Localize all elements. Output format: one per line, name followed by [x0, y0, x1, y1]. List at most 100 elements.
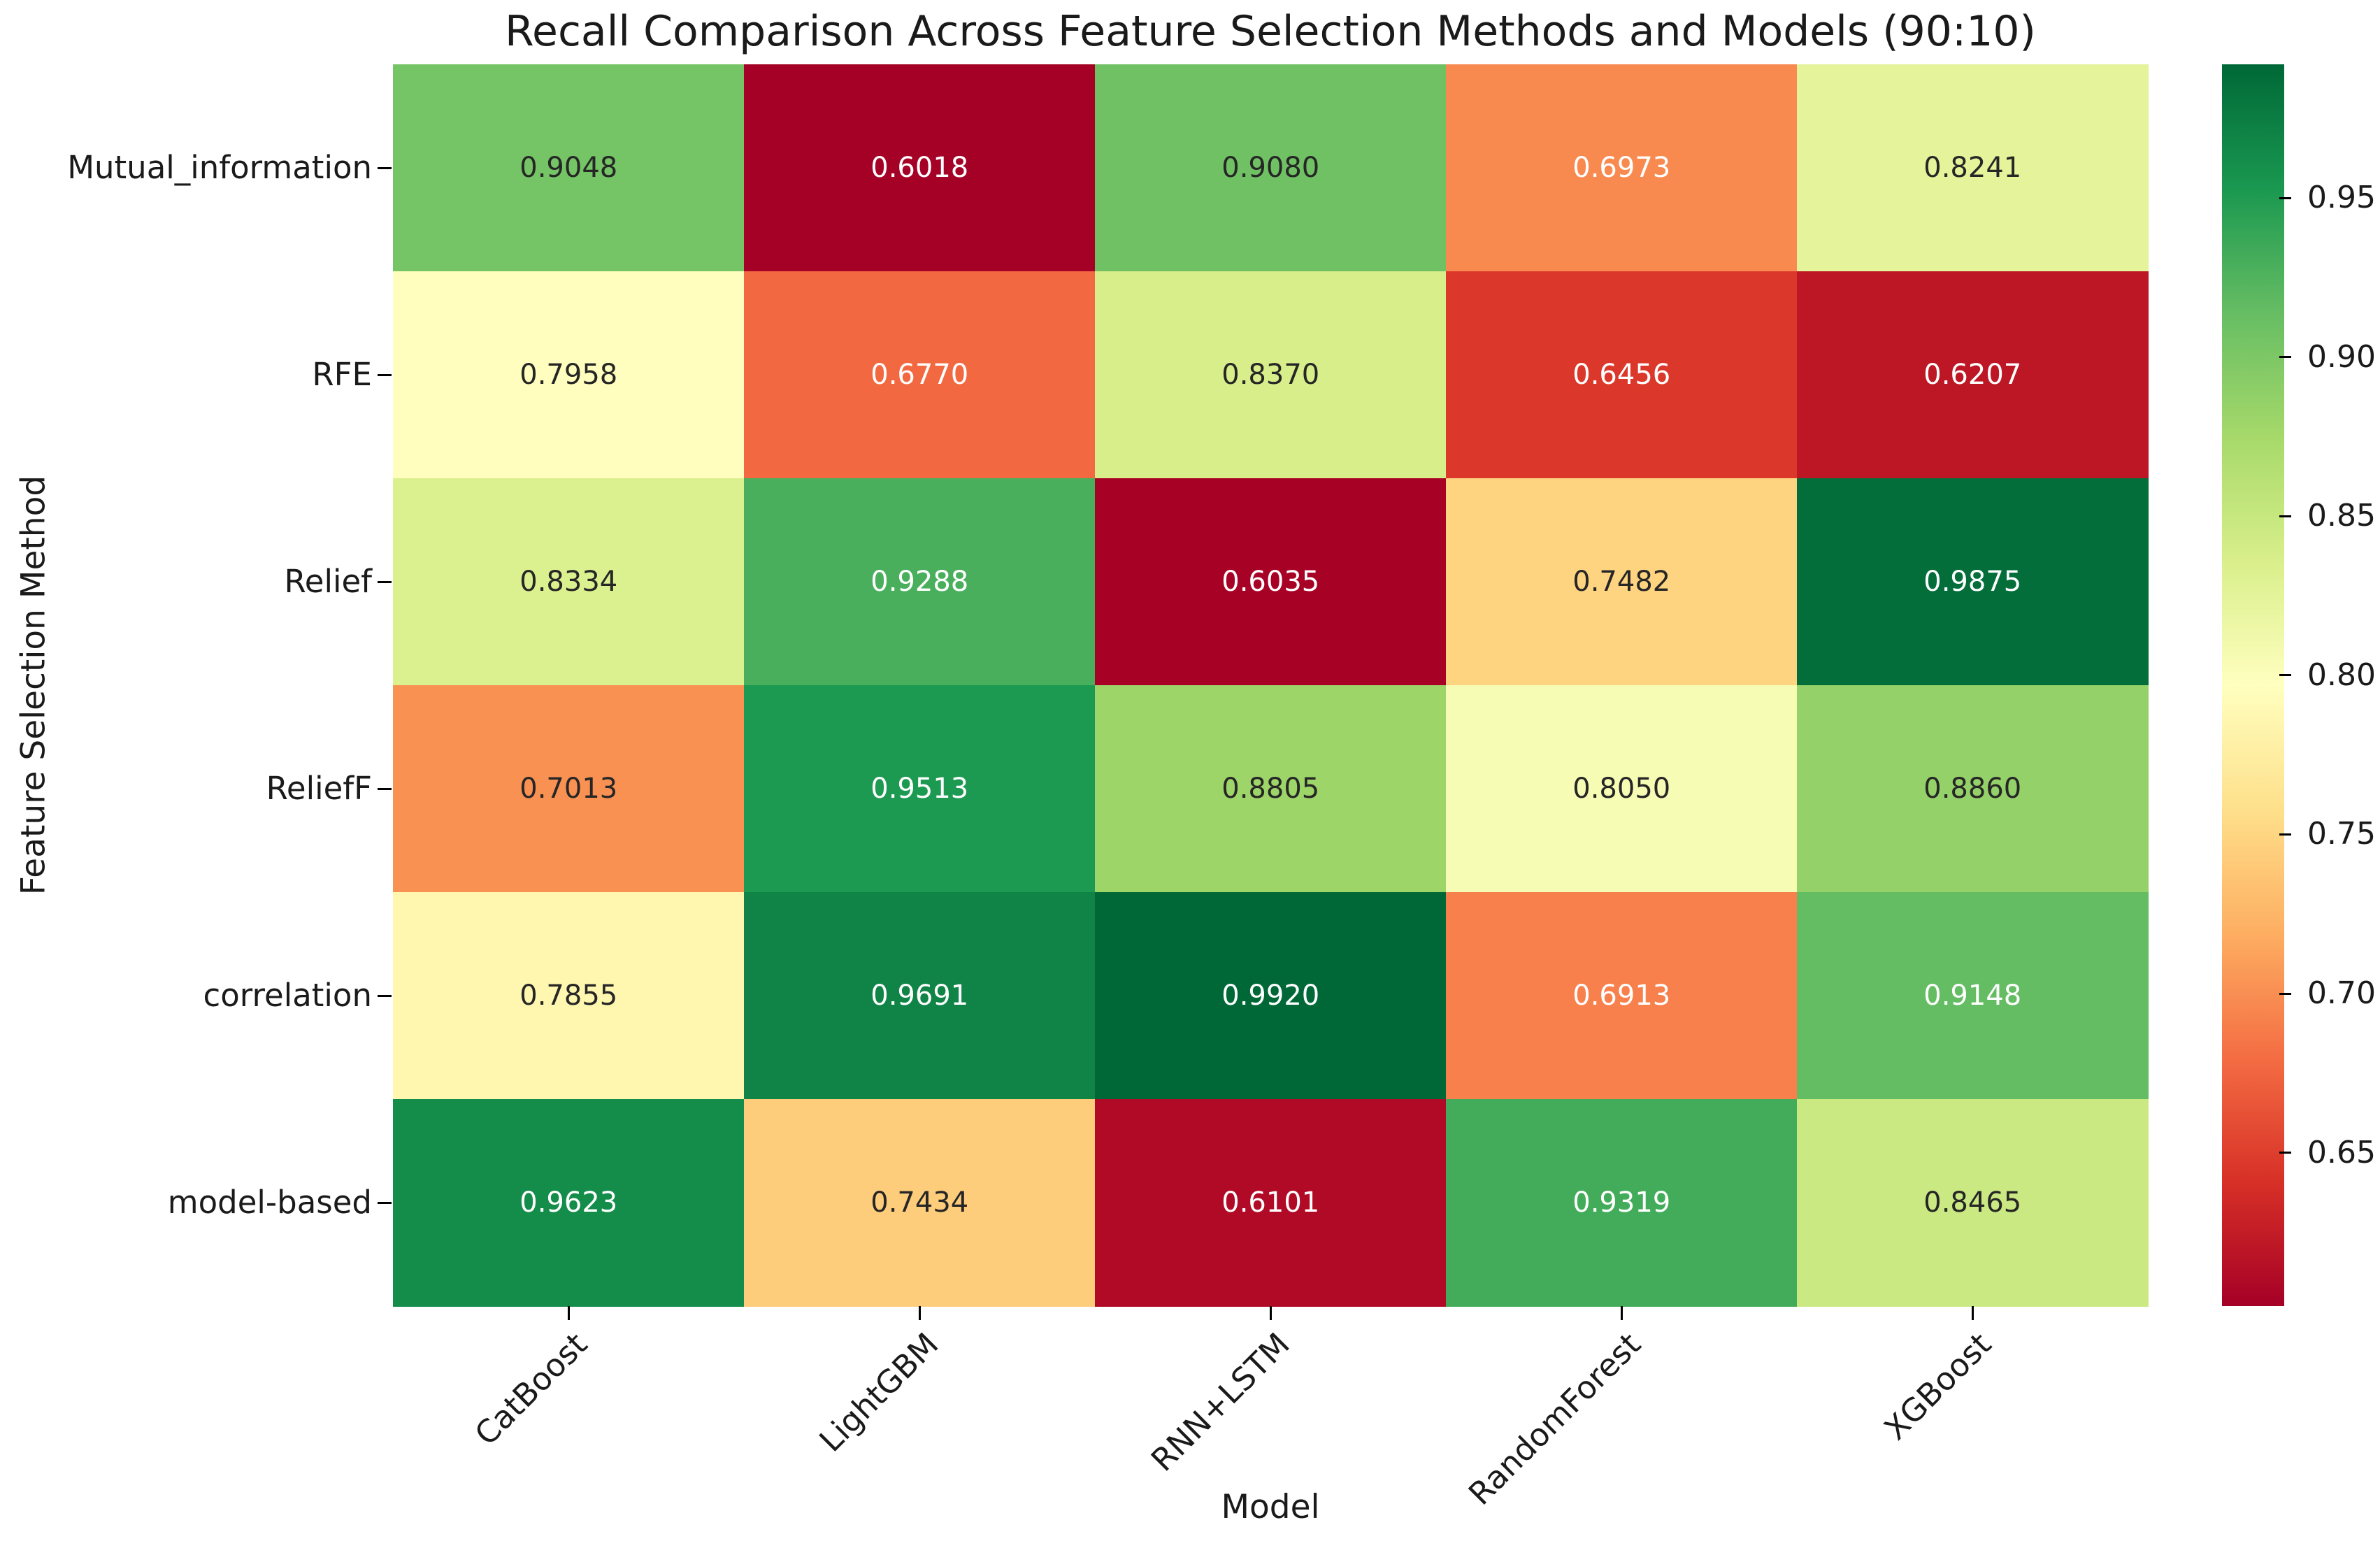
- colorbar-tick-mark: [2279, 515, 2291, 517]
- colorbar-tick-label: 0.65: [2307, 1134, 2376, 1170]
- cell-value: 0.7434: [870, 1187, 969, 1219]
- colorbar-tick-label: 0.80: [2307, 657, 2376, 693]
- heatmap-cell: 0.6770: [744, 271, 1096, 479]
- heatmap-cell: 0.9080: [1095, 64, 1447, 272]
- cell-value: 0.9048: [519, 152, 618, 185]
- y-axis-label: Feature Selection Method: [14, 475, 53, 896]
- heatmap-cell: 0.6018: [744, 64, 1096, 272]
- cell-value: 0.9148: [1923, 980, 2022, 1012]
- cell-value: 0.8050: [1572, 773, 1671, 805]
- cell-value: 0.9319: [1572, 1187, 1671, 1219]
- colorbar-tick-mark: [2279, 196, 2291, 199]
- heatmap-cell: 0.8241: [1797, 64, 2149, 272]
- heatmap-cell: 0.7434: [744, 1099, 1096, 1307]
- cell-value: 0.6456: [1572, 359, 1671, 392]
- col-tick-label: RNN+LSTM: [1143, 1326, 1297, 1479]
- y-tick-mark: [378, 994, 392, 997]
- cell-value: 0.7958: [519, 359, 618, 392]
- heatmap-cell: 0.9691: [744, 892, 1096, 1100]
- heatmap-cell: 0.9513: [744, 685, 1096, 893]
- y-tick-mark: [378, 580, 392, 583]
- cell-value: 0.9875: [1923, 566, 2022, 599]
- colorbar-tick-mark: [2279, 992, 2291, 995]
- heatmap-cell: 0.6101: [1095, 1099, 1447, 1307]
- cell-value: 0.8860: [1923, 773, 2022, 805]
- cell-value: 0.9288: [870, 566, 969, 599]
- heatmap-cell: 0.9623: [393, 1099, 745, 1307]
- colorbar-tick-label: 0.95: [2307, 180, 2376, 216]
- colorbar-tick-mark: [2279, 833, 2291, 836]
- cell-value: 0.9513: [870, 773, 969, 805]
- cell-value: 0.7855: [519, 980, 618, 1012]
- colorbar-tick-mark: [2279, 356, 2291, 359]
- heatmap-cell: 0.7482: [1446, 478, 1798, 686]
- col-tick-label: XGBoost: [1877, 1326, 1999, 1447]
- cell-value: 0.6018: [870, 152, 969, 185]
- cell-value: 0.9920: [1221, 980, 1320, 1012]
- heatmap-cell: 0.8860: [1797, 685, 2149, 893]
- x-tick-mark: [1269, 1306, 1272, 1320]
- heatmap-cell: 0.6913: [1446, 892, 1798, 1100]
- row-tick-label: Relief: [284, 563, 372, 600]
- colorbar-tick-label: 0.75: [2307, 816, 2376, 852]
- cell-value: 0.6973: [1572, 152, 1671, 185]
- cell-value: 0.7013: [519, 773, 618, 805]
- chart-title: Recall Comparison Across Feature Selecti…: [505, 7, 2036, 56]
- colorbar-tick-label: 0.70: [2307, 975, 2376, 1012]
- x-tick-mark: [1971, 1306, 1974, 1320]
- colorbar-tick-label: 0.90: [2307, 338, 2376, 375]
- heatmap-cell: 0.6035: [1095, 478, 1447, 686]
- colorbar: [2222, 64, 2284, 1306]
- heatmap-cell: 0.9048: [393, 64, 745, 272]
- x-tick-mark: [567, 1306, 570, 1320]
- row-tick-label: correlation: [203, 977, 372, 1014]
- col-tick-label: RandomForest: [1461, 1326, 1648, 1512]
- heatmap-cell: 0.8050: [1446, 685, 1798, 893]
- col-tick-label: CatBoost: [467, 1326, 595, 1453]
- heatmap-cell: 0.7855: [393, 892, 745, 1100]
- heatmap-cell: 0.8465: [1797, 1099, 2149, 1307]
- cell-value: 0.9623: [519, 1187, 618, 1219]
- heatmap-cell: 0.7013: [393, 685, 745, 893]
- y-tick-mark: [378, 787, 392, 790]
- y-tick-mark: [378, 1201, 392, 1204]
- heatmap-cell: 0.6207: [1797, 271, 2149, 479]
- cell-value: 0.6770: [870, 359, 969, 392]
- heatmap-cell: 0.7958: [393, 271, 745, 479]
- colorbar-tick-label: 0.85: [2307, 498, 2376, 534]
- y-tick-mark: [378, 373, 392, 376]
- row-tick-label: ReliefF: [266, 770, 372, 807]
- x-tick-mark: [1620, 1306, 1623, 1320]
- heatmap-cell: 0.9319: [1446, 1099, 1798, 1307]
- heatmap-cell: 0.9920: [1095, 892, 1447, 1100]
- colorbar-tick-mark: [2279, 1152, 2291, 1154]
- heatmap-cell: 0.9875: [1797, 478, 2149, 686]
- x-axis-label: Model: [1221, 1488, 1320, 1526]
- heatmap-cell: 0.8334: [393, 478, 745, 686]
- heatmap-cell: 0.8370: [1095, 271, 1447, 479]
- cell-value: 0.9691: [870, 980, 969, 1012]
- x-tick-mark: [918, 1306, 921, 1320]
- heatmap-cell: 0.9288: [744, 478, 1096, 686]
- cell-value: 0.6101: [1221, 1187, 1320, 1219]
- cell-value: 0.7482: [1572, 566, 1671, 599]
- colorbar-tick-mark: [2279, 674, 2291, 677]
- cell-value: 0.8465: [1923, 1187, 2022, 1219]
- cell-value: 0.8370: [1221, 359, 1320, 392]
- heatmap-cell: 0.9148: [1797, 892, 2149, 1100]
- cell-value: 0.9080: [1221, 152, 1320, 185]
- cell-value: 0.8805: [1221, 773, 1320, 805]
- cell-value: 0.6913: [1572, 980, 1671, 1012]
- row-tick-label: RFE: [312, 356, 372, 393]
- cell-value: 0.6035: [1221, 566, 1320, 599]
- heatmap-cell: 0.6973: [1446, 64, 1798, 272]
- col-tick-label: LightGBM: [812, 1326, 946, 1459]
- cell-value: 0.6207: [1923, 359, 2022, 392]
- cell-value: 0.8241: [1923, 152, 2022, 185]
- row-tick-label: model-based: [167, 1184, 372, 1221]
- heatmap-cell: 0.8805: [1095, 685, 1447, 893]
- y-tick-mark: [378, 166, 392, 169]
- heatmap-cell: 0.6456: [1446, 271, 1798, 479]
- row-tick-label: Mutual_information: [67, 149, 372, 186]
